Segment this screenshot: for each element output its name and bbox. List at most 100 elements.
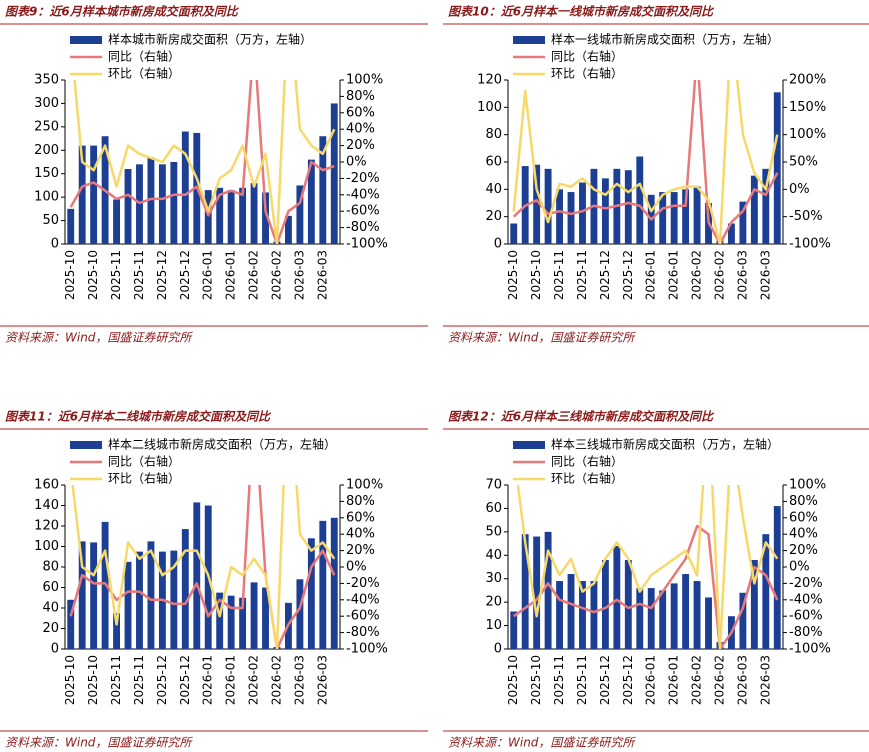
y2-tick-label: 80% bbox=[346, 89, 375, 104]
x-tick-label: 2025-10 bbox=[86, 655, 100, 705]
x-tick-label: 2025-12 bbox=[178, 250, 192, 300]
bar bbox=[181, 529, 189, 649]
y-tick-label: 50 bbox=[485, 524, 502, 539]
y-tick-label: 70 bbox=[485, 478, 502, 493]
line-series bbox=[512, 80, 779, 244]
x-tick-label: 2025-12 bbox=[155, 655, 169, 705]
x-tick-label: 2026-01 bbox=[224, 250, 238, 300]
bar bbox=[330, 517, 338, 649]
y-tick-label: 0 bbox=[494, 237, 502, 252]
legend-label: 环比（右轴） bbox=[551, 471, 623, 486]
legend-label: 样本三线城市新房成交面积（万方，左轴） bbox=[551, 437, 779, 452]
x-tick-label: 2026-02 bbox=[690, 250, 704, 300]
x-tick-label: 2026-01 bbox=[644, 655, 658, 705]
bar bbox=[544, 531, 552, 649]
x-tick-label: 2025-10 bbox=[529, 655, 543, 705]
bar bbox=[624, 170, 632, 244]
y-tick-label: 10 bbox=[485, 618, 502, 633]
bar bbox=[124, 561, 132, 649]
y-tick-label: 20 bbox=[485, 209, 502, 224]
y-tick-label: 0 bbox=[51, 642, 59, 657]
x-tick-label: 2025-12 bbox=[598, 250, 612, 300]
y2-tick-label: 100% bbox=[789, 478, 826, 493]
y2-tick-label: -60% bbox=[346, 204, 380, 219]
y2-tick-label: 40% bbox=[346, 122, 375, 137]
y2-tick-label: 50% bbox=[789, 155, 818, 170]
bar bbox=[556, 581, 563, 649]
y-tick-label: 0 bbox=[51, 237, 59, 252]
legend-label: 同比（右轴） bbox=[551, 454, 623, 469]
y-tick-label: 120 bbox=[34, 519, 59, 534]
y2-tick-label: 20% bbox=[346, 543, 375, 558]
x-tick-label: 2025-10 bbox=[63, 250, 77, 300]
x-tick-label: 2026-01 bbox=[644, 250, 658, 300]
x-tick-label: 2025-10 bbox=[86, 250, 100, 300]
x-tick-label: 2025-11 bbox=[552, 250, 566, 300]
line-series bbox=[69, 485, 336, 649]
bar bbox=[762, 168, 770, 244]
bar bbox=[670, 192, 678, 244]
bar bbox=[510, 223, 518, 244]
chart-title: 图表9：近6月样本城市新房成交面积及同比 bbox=[5, 5, 240, 19]
bar bbox=[670, 583, 678, 649]
line-series bbox=[73, 80, 336, 244]
bar bbox=[636, 156, 644, 244]
bar bbox=[601, 559, 609, 649]
y2-tick-label: 150% bbox=[789, 100, 826, 115]
bar bbox=[216, 187, 224, 244]
x-tick-label: 2025-12 bbox=[621, 250, 635, 300]
x-tick-label: 2025-11 bbox=[109, 250, 123, 300]
bar bbox=[307, 538, 315, 649]
line-series bbox=[69, 80, 335, 244]
x-tick-label: 2026-02 bbox=[269, 250, 283, 300]
bar bbox=[90, 145, 98, 244]
y-tick-label: 100 bbox=[477, 100, 502, 115]
bar bbox=[90, 542, 98, 649]
bar bbox=[319, 520, 327, 649]
bar bbox=[124, 169, 132, 244]
y-tick-label: 100 bbox=[34, 539, 59, 554]
legend-label: 环比（右轴） bbox=[108, 471, 180, 486]
x-tick-label: 2025-10 bbox=[63, 655, 77, 705]
bar bbox=[613, 545, 621, 649]
y-tick-label: 200 bbox=[34, 143, 59, 158]
bar bbox=[659, 590, 667, 649]
y-tick-label: 60 bbox=[42, 580, 59, 595]
x-tick-label: 2025-11 bbox=[132, 655, 146, 705]
x-tick-label: 2026-03 bbox=[758, 250, 772, 300]
y2-tick-label: -80% bbox=[346, 625, 380, 640]
bar bbox=[67, 599, 75, 649]
x-tick-label: 2026-03 bbox=[315, 655, 329, 705]
line-series bbox=[71, 485, 336, 649]
y2-tick-label: 100% bbox=[789, 127, 826, 142]
bar bbox=[181, 131, 189, 244]
x-tick-label: 2026-03 bbox=[292, 250, 306, 300]
y-tick-label: 40 bbox=[42, 601, 59, 616]
y2-tick-label: 20% bbox=[346, 138, 375, 153]
bar bbox=[78, 541, 86, 649]
legend-swatch bbox=[70, 36, 102, 44]
bar bbox=[647, 588, 655, 649]
bar bbox=[682, 189, 690, 244]
bar bbox=[147, 157, 155, 244]
bar bbox=[216, 592, 224, 649]
bar bbox=[693, 581, 701, 649]
bar bbox=[773, 92, 781, 244]
y2-tick-label: -100% bbox=[346, 642, 388, 657]
chart-title: 图表12：近6月样本三线城市新房成交面积及同比 bbox=[448, 410, 715, 424]
bar bbox=[705, 597, 712, 649]
y-tick-label: 30 bbox=[485, 571, 502, 586]
x-tick-label: 2025-11 bbox=[575, 655, 589, 705]
y-tick-label: 0 bbox=[494, 642, 502, 657]
chart-panel: 图表11：近6月样本二线城市新房成交面积及同比资料来源：Wind，国盛证券研究所… bbox=[0, 410, 428, 750]
chart-panel: 图表12：近6月样本三线城市新房成交面积及同比资料来源：Wind，国盛证券研究所… bbox=[443, 410, 869, 750]
x-tick-label: 2026-02 bbox=[690, 655, 704, 705]
y2-tick-label: 60% bbox=[346, 510, 375, 525]
bar bbox=[262, 587, 269, 649]
y-tick-label: 20 bbox=[485, 595, 502, 610]
y2-tick-label: 200% bbox=[789, 73, 826, 88]
y2-tick-label: 60% bbox=[346, 105, 375, 120]
x-tick-label: 2026-02 bbox=[247, 250, 261, 300]
